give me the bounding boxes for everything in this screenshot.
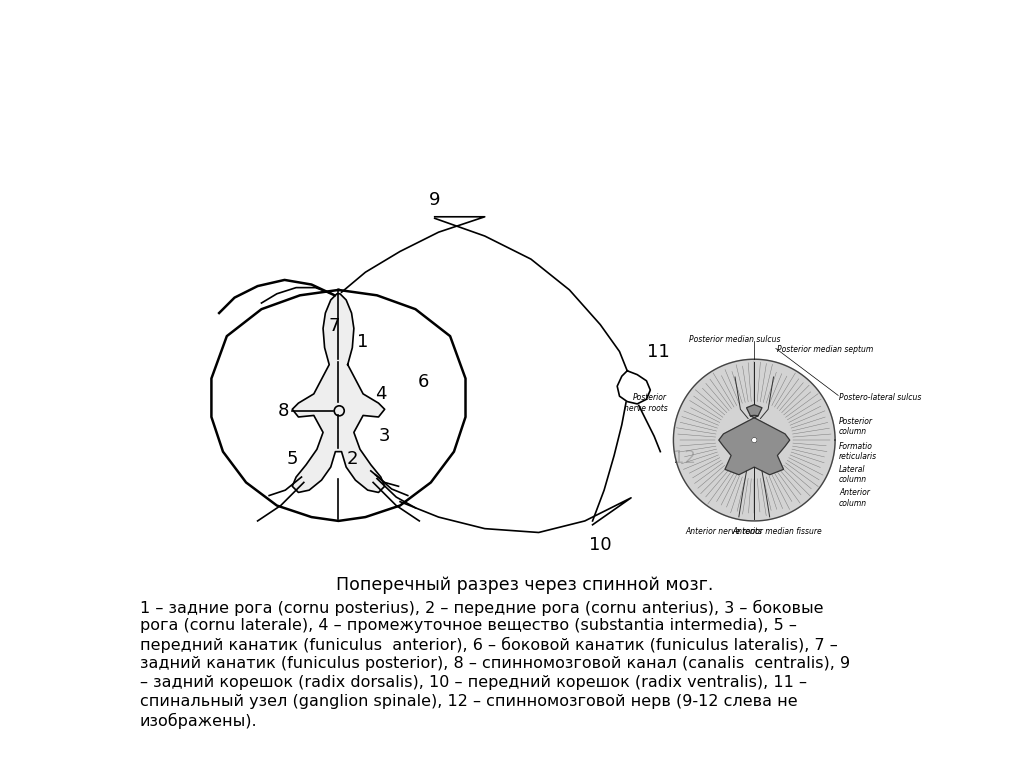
Text: Posterior
column: Posterior column [839,416,872,436]
Circle shape [752,437,757,443]
Text: 9: 9 [429,191,440,209]
Text: изображены).: изображены). [140,713,257,729]
Polygon shape [211,290,466,521]
Text: Поперечный разрез через спинной мозг.: Поперечный разрез через спинной мозг. [336,576,714,594]
Polygon shape [292,294,385,492]
Text: 1: 1 [357,333,369,351]
Text: 6: 6 [418,374,429,391]
Text: – задний корешок (radix dorsalis), 10 – передний корешок (radix ventralis), 11 –: – задний корешок (radix dorsalis), 10 – … [140,675,807,690]
Text: 3: 3 [379,427,390,445]
Polygon shape [617,370,650,404]
Text: Posterior median sulcus: Posterior median sulcus [689,334,780,344]
Text: Anterior nerve roots: Anterior nerve roots [685,527,762,536]
Text: Postero-lateral sulcus: Postero-lateral sulcus [839,393,922,402]
Text: 12: 12 [674,449,696,467]
Text: 11: 11 [646,343,670,360]
Text: 5: 5 [287,450,298,469]
Text: 2: 2 [346,450,358,469]
Polygon shape [719,405,790,475]
Text: 7: 7 [329,317,340,335]
Text: передний канатик (funiculus  anterior), 6 – боковой канатик (funiculus lateralis: передний канатик (funiculus anterior), 6… [140,637,838,653]
Text: Anterior median fissure: Anterior median fissure [732,527,822,536]
Text: Formatio
reticularis: Formatio reticularis [839,442,878,461]
Polygon shape [674,359,836,521]
Text: 1 – задние рога (cornu posterius), 2 – передние рога (cornu anterius), 3 – боков: 1 – задние рога (cornu posterius), 2 – п… [140,600,823,616]
Text: рога (cornu laterale), 4 – промежуточное вещество (substantia intermedia), 5 –: рога (cornu laterale), 4 – промежуточное… [140,618,797,634]
Text: Posterior
nerve roots: Posterior nerve roots [624,393,668,413]
Text: 8: 8 [278,402,289,420]
Text: Lateral
column: Lateral column [839,465,867,485]
Text: 10: 10 [589,536,611,555]
Text: спинальный узел (ganglion spinale), 12 – спинномозговой нерв (9-12 слева не: спинальный узел (ganglion spinale), 12 –… [140,694,798,709]
Text: задний канатик (funiculus posterior), 8 – спинномозговой канал (canalis  central: задний канатик (funiculus posterior), 8 … [140,656,850,671]
Text: 4: 4 [375,385,387,403]
Text: Posterior median septum: Posterior median septum [777,345,873,354]
Text: Anterior
column: Anterior column [839,488,869,508]
